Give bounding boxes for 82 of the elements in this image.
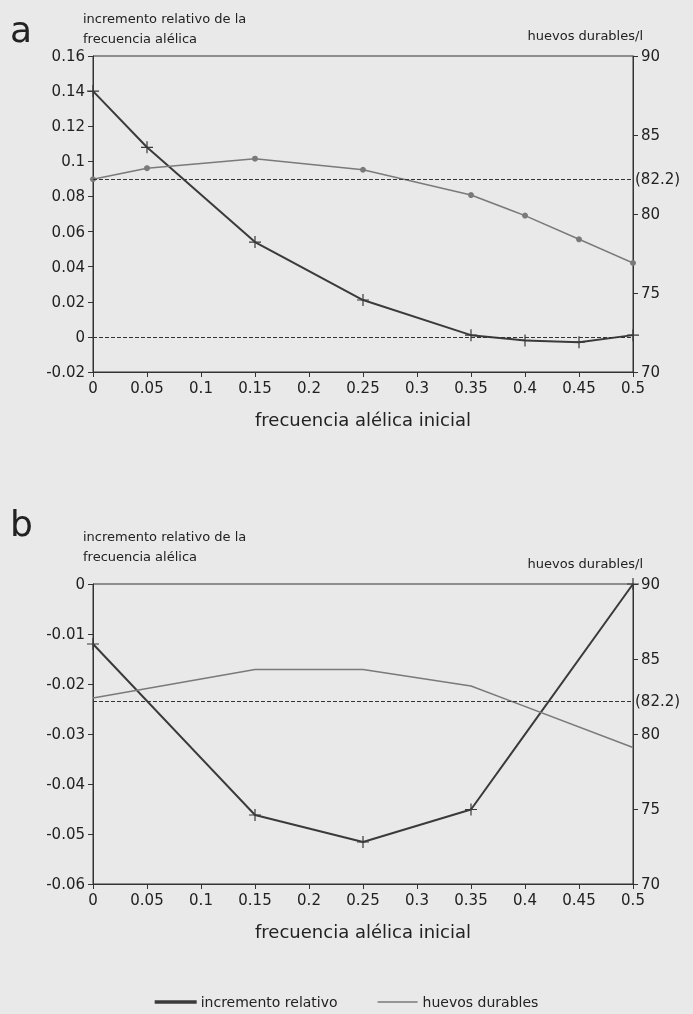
x-tick-label: 0.05 [130, 378, 164, 397]
y-tick-label: 0.08 [51, 187, 85, 206]
x-tick-label: 0.3 [405, 890, 429, 909]
y-tick-label: 0.12 [51, 117, 85, 136]
point [464, 802, 478, 817]
x-axis-title: frecuencia alélica inicial [255, 408, 471, 430]
x-tick-label: 0.4 [513, 890, 537, 909]
y-tick-label: 0.02 [51, 292, 85, 311]
y2-axis-title: huevos durables/l [527, 556, 643, 571]
y2-tick-label: 70 [641, 363, 661, 381]
y2-tick-label: 90 [641, 47, 661, 65]
point [144, 165, 150, 172]
point [356, 835, 370, 849]
point [86, 84, 100, 98]
x-tick-label: 0.2 [297, 378, 321, 397]
y-tick-label: -0.03 [46, 725, 85, 743]
y2-tick-label: 90 [641, 575, 661, 593]
y2-tick-label: 80 [641, 205, 661, 223]
y-tick-label: 0 [75, 327, 85, 346]
x-tick-label: 0.25 [346, 378, 380, 397]
x-tick-label: 0.15 [238, 890, 272, 909]
y-axis-title: incremento relativo de la frecuencia alélica [83, 528, 251, 564]
chart-title: a [10, 8, 33, 50]
point [464, 328, 478, 342]
y2-axis-title: huevos durables/l [527, 28, 643, 43]
point [626, 328, 640, 342]
x-tick-label: 0.15 [238, 378, 272, 397]
y2-tick-label: 70 [641, 875, 661, 893]
point [252, 155, 258, 162]
point [630, 259, 636, 266]
x-tick-label: 0.3 [405, 378, 429, 397]
x-tick-label: 0 [88, 378, 98, 397]
x-tick-label: 0.45 [562, 890, 596, 909]
x-tick-label: 0.1 [189, 890, 213, 909]
y-tick-label: -0.06 [46, 875, 85, 893]
y-tick-label: 0.16 [51, 47, 85, 65]
x-tick-label: 0.25 [346, 890, 380, 909]
y2-tick-label: 75 [641, 284, 661, 302]
x-tick-label: 0.2 [297, 890, 321, 909]
legend-label: incremento relativo [200, 994, 338, 1010]
y-tick-label: 0.1 [61, 152, 85, 171]
x-tick-label: 0.35 [454, 378, 488, 397]
point [248, 235, 262, 249]
y2-tick-label: 80 [641, 725, 661, 743]
point [360, 166, 366, 173]
x-tick-label: 0.35 [454, 890, 488, 909]
point [140, 140, 154, 154]
y-tick-label: 0.14 [51, 82, 85, 101]
y-tick-label: -0.02 [46, 675, 85, 693]
x-tick-label: 0.1 [189, 378, 213, 397]
y-tick-label: -0.04 [46, 775, 85, 793]
y2-tick-label: 85 [641, 126, 661, 144]
legend-label: huevos durables [422, 994, 539, 1010]
y-tick-label: -0.05 [46, 825, 85, 843]
point [356, 293, 370, 307]
x-tick-label: 0.45 [562, 378, 596, 397]
point [626, 577, 640, 591]
x-tick-label: 0.5 [621, 890, 645, 909]
x-tick-label: 0.05 [130, 890, 164, 909]
ref-line-label: (82.2) [635, 170, 681, 189]
x-tick-label: 0 [88, 890, 98, 909]
y-tick-label: -0.02 [46, 363, 85, 381]
point [468, 192, 474, 199]
x-axis-title: frecuencia alélica inicial [255, 920, 471, 942]
y2-tick-label: 75 [641, 800, 661, 818]
point [86, 637, 100, 651]
x-tick-label: 0.5 [621, 378, 645, 397]
y-tick-label: 0.06 [51, 222, 85, 241]
point [576, 236, 582, 243]
point [522, 212, 528, 219]
y-tick-label: 0 [75, 575, 85, 593]
point [248, 808, 262, 822]
x-tick-label: 0.4 [513, 378, 537, 397]
y-axis-title: incremento relativo de la frecuencia alélica [83, 10, 251, 46]
point [518, 333, 532, 347]
point [572, 335, 586, 349]
y2-tick-label: 85 [641, 650, 661, 668]
ref-line-label: (82.2) [635, 692, 681, 710]
y-tick-label: -0.01 [46, 625, 85, 643]
line-series [92, 668, 634, 749]
chart-title: b [10, 502, 33, 544]
y-tick-label: 0.04 [51, 257, 85, 276]
